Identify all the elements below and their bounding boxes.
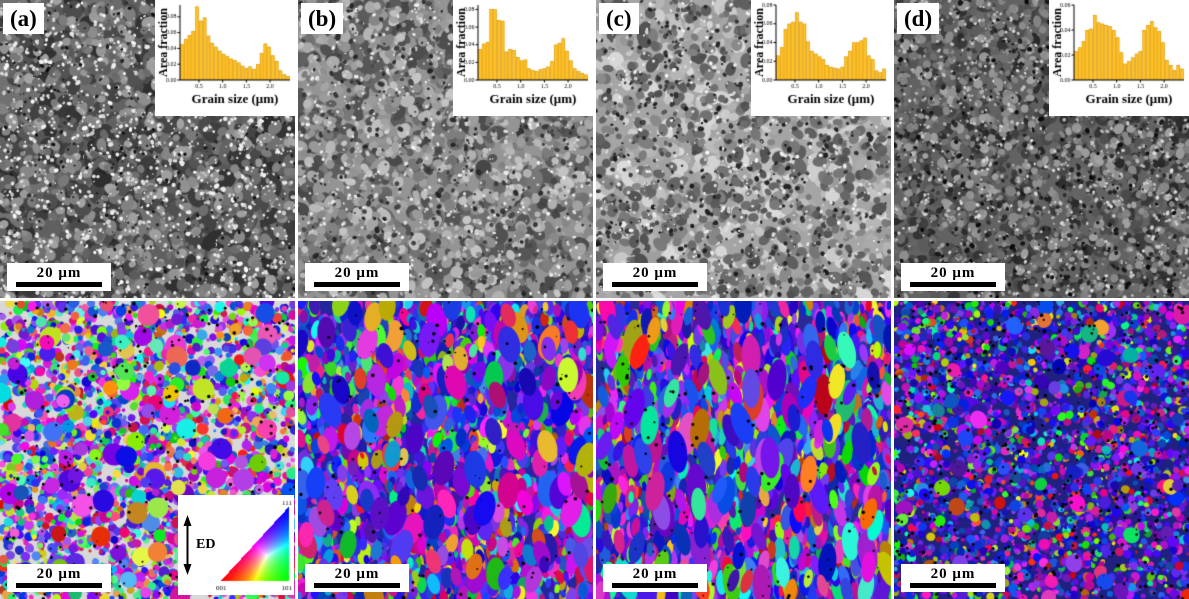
panel-b-sem: (b) 20 μm (298, 0, 593, 298)
double-arrow-icon (183, 515, 192, 575)
scale-bar-label: 20 μm (334, 566, 380, 582)
panel-a-sem: (a) 20 μm (0, 0, 295, 298)
scale-bar: 20 μm (7, 263, 111, 291)
ipf-triangle-legend (216, 498, 293, 592)
scale-bar-line (910, 583, 996, 588)
scale-bar: 20 μm (305, 263, 409, 291)
panel-label-b: (b) (301, 3, 344, 34)
panel-label-c: (c) (599, 3, 639, 34)
ed-label: ED (196, 537, 216, 552)
scale-bar: 20 μm (7, 564, 111, 592)
scale-bar: 20 μm (603, 564, 707, 592)
extrusion-direction-indicator: ED (181, 515, 215, 575)
ipf-color-key: ED (178, 495, 294, 595)
panel-a-ipf: ED 20 μm (0, 301, 295, 599)
scale-bar-line (612, 583, 698, 588)
ipf-map-c (596, 301, 891, 599)
histogram-canvas-c (751, 0, 891, 116)
scale-bar: 20 μm (603, 263, 707, 291)
scale-bar-label: 20 μm (930, 566, 976, 582)
scale-bar-label: 20 μm (632, 265, 678, 281)
ipf-map-d (894, 301, 1189, 599)
scale-bar-label: 20 μm (36, 566, 82, 582)
scale-bar-line (16, 583, 102, 588)
scale-bar-line (612, 282, 698, 287)
scale-bar-label: 20 μm (632, 566, 678, 582)
panel-b-ipf: 20 μm (298, 301, 593, 599)
scale-bar: 20 μm (305, 564, 409, 592)
scale-bar-line (314, 282, 400, 287)
panel-label-d: (d) (897, 3, 940, 34)
grain-size-histogram-a (155, 0, 295, 116)
scale-bar-label: 20 μm (36, 265, 82, 281)
scale-bar: 20 μm (901, 564, 1005, 592)
histogram-canvas-a (155, 0, 295, 116)
scale-bar-label: 20 μm (930, 265, 976, 281)
panel-c-sem: (c) 20 μm (596, 0, 891, 298)
scale-bar: 20 μm (901, 263, 1005, 291)
grain-size-histogram-b (453, 0, 593, 116)
panel-c-ipf: 20 μm (596, 301, 891, 599)
scale-bar-line (910, 282, 996, 287)
histogram-canvas-d (1049, 0, 1189, 116)
panel-label-a: (a) (3, 3, 44, 34)
panel-d-sem: (d) 20 μm (894, 0, 1189, 298)
grain-size-histogram-d (1049, 0, 1189, 116)
panel-d-ipf: 20 μm (894, 301, 1189, 599)
ipf-map-b (298, 301, 593, 599)
histogram-canvas-b (453, 0, 593, 116)
scale-bar-line (16, 282, 102, 287)
grain-size-histogram-c (751, 0, 891, 116)
scale-bar-line (314, 583, 400, 588)
scale-bar-label: 20 μm (334, 265, 380, 281)
